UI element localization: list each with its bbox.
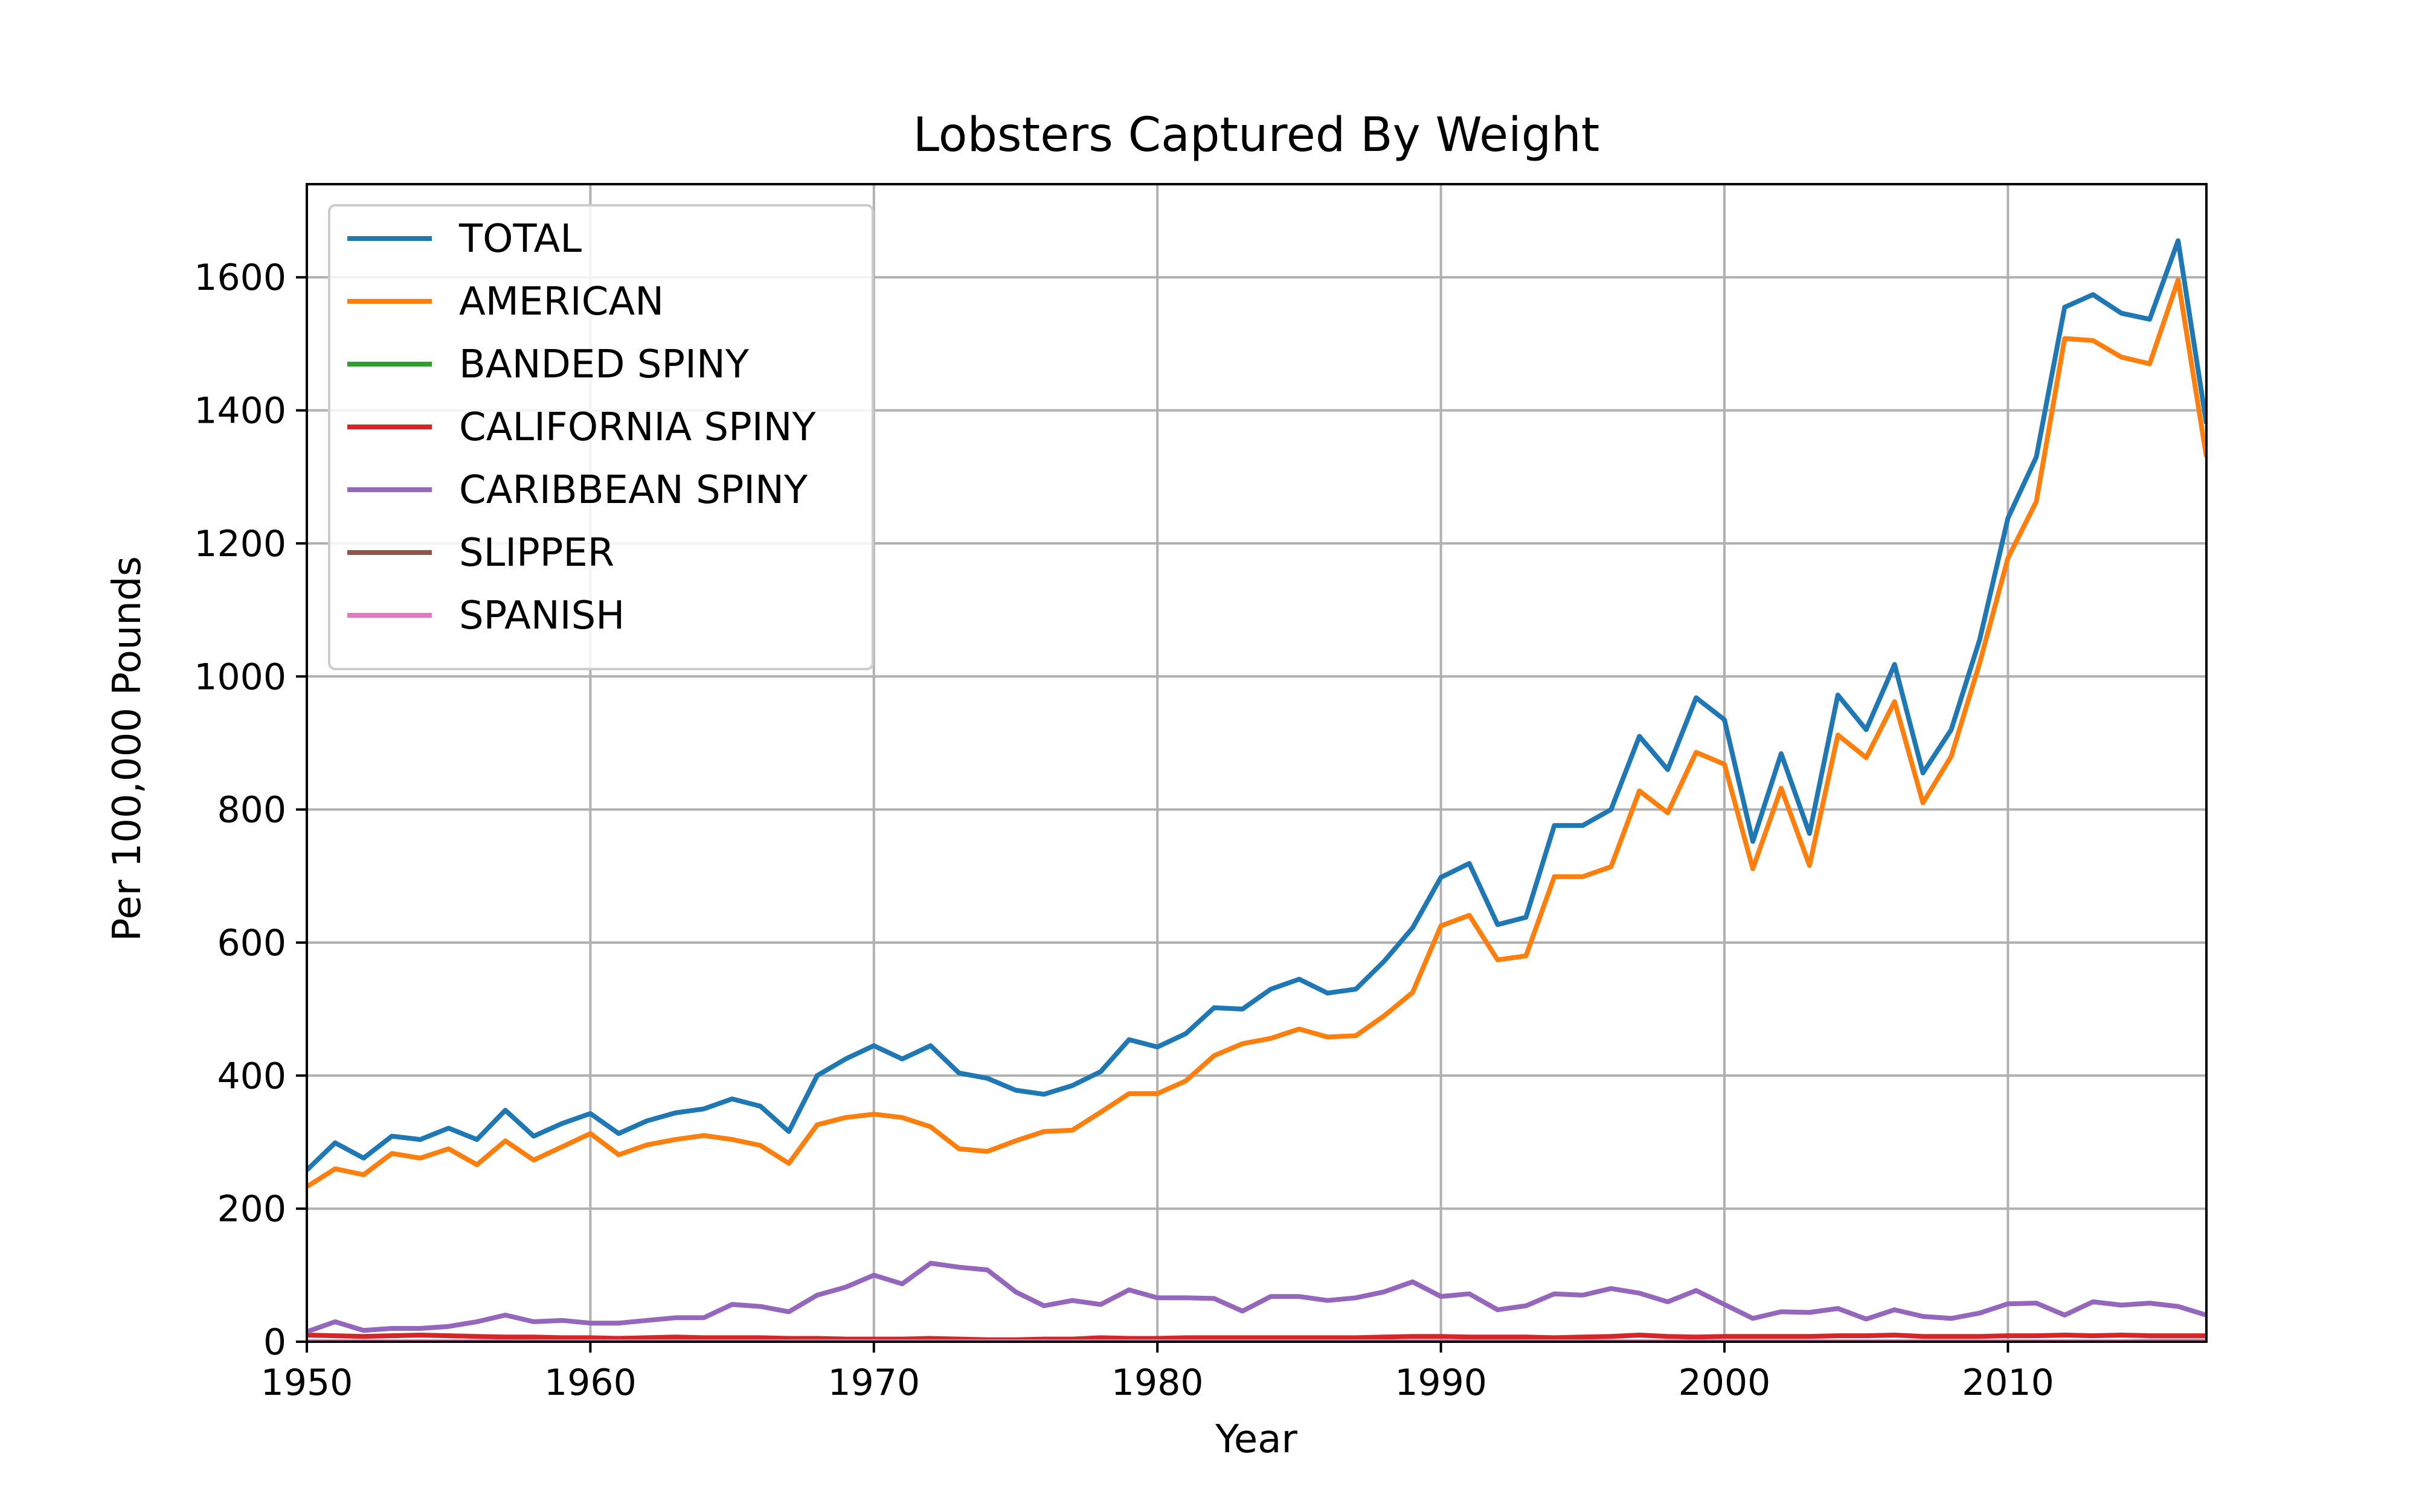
chart-title: Lobsters Captured By Weight <box>913 108 1600 162</box>
legend-label: CARIBBEAN SPINY <box>459 468 808 513</box>
legend-label: SLIPPER <box>459 531 614 575</box>
x-tick-label: 2010 <box>1962 1362 2054 1404</box>
x-tick-label: 2000 <box>1679 1362 1771 1404</box>
series-line-total <box>307 238 2206 1172</box>
y-tick-label: 1000 <box>194 656 286 698</box>
y-tick-label: 1200 <box>194 523 286 565</box>
axes-frame <box>306 183 2208 1343</box>
y-axis-label: Per 100,000 Pounds <box>105 556 150 941</box>
legend-box <box>328 204 874 670</box>
x-tick-label: 1950 <box>261 1362 353 1404</box>
x-tick-label: 1980 <box>1111 1362 1204 1404</box>
y-tick-label: 400 <box>217 1055 286 1097</box>
legend-label: SPANISH <box>459 594 625 638</box>
y-tick-label: 200 <box>217 1188 286 1231</box>
series-line-american <box>307 277 2206 1189</box>
plot-area: 1950 1960 1970 1980 1990 2000 2010 0 200 400 600 80… <box>194 183 2208 1404</box>
legend-label: AMERICAN <box>459 280 664 324</box>
legend-label: TOTAL <box>458 217 582 261</box>
y-tick-label: 1400 <box>194 390 286 432</box>
y-tick-label: 0 <box>263 1321 286 1363</box>
series-line-california-spiny <box>307 1333 2206 1342</box>
y-tick-label: 800 <box>217 789 286 831</box>
x-tick-label: 1960 <box>544 1362 637 1404</box>
y-tick-label: 1600 <box>194 257 286 299</box>
x-tick-label: 1990 <box>1395 1362 1487 1404</box>
x-axis-label: Year <box>1215 1417 1297 1462</box>
legend-label: BANDED SPINY <box>459 342 750 387</box>
x-tick-label: 1970 <box>827 1362 920 1404</box>
series-line-caribbean-spiny <box>307 1261 2206 1334</box>
legend-label: CALIFORNIA SPINY <box>459 405 817 450</box>
y-tick-label: 600 <box>217 922 286 964</box>
